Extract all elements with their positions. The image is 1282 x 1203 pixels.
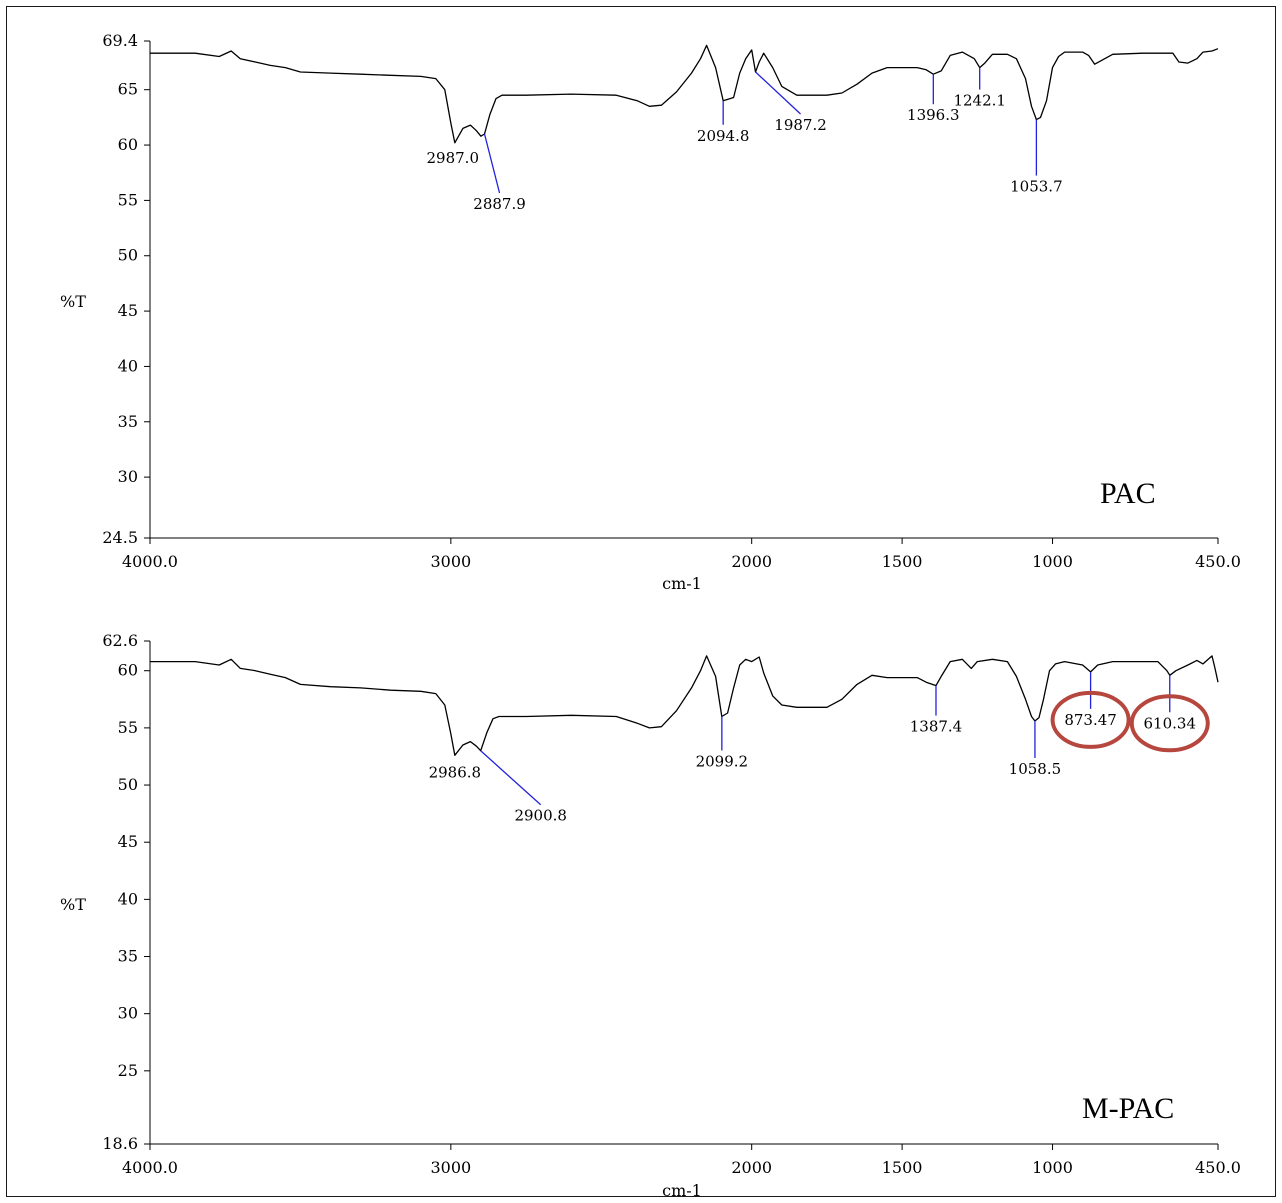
x-axis-title: cm-1 xyxy=(662,1181,702,1200)
y-tick-label: 35 xyxy=(118,412,138,431)
panel-label-m-pac: M-PAC xyxy=(1082,1092,1174,1125)
peak-label: 610.34 xyxy=(1144,714,1197,732)
y-tick-label: 55 xyxy=(118,718,138,737)
y-tick-label: 60 xyxy=(118,661,138,680)
panel-label-pac: PAC xyxy=(1100,477,1156,510)
x-tick-label: 2000 xyxy=(731,1158,772,1177)
peak-marker-line xyxy=(483,133,501,194)
x-tick-label: 1000 xyxy=(1032,1158,1073,1177)
peak-label: 1987.2 xyxy=(774,116,827,134)
y-tick-label: 40 xyxy=(118,889,138,908)
spectrum-line xyxy=(150,655,1219,756)
x-tick-label: 3000 xyxy=(430,1158,471,1177)
peak-marker-line xyxy=(480,750,542,806)
y-axis-title: %T xyxy=(60,895,86,914)
x-tick-label: 4000.0 xyxy=(122,1158,178,1177)
y-tick-label: 45 xyxy=(118,832,138,851)
y-tick-label: 69.4 xyxy=(102,31,138,50)
peak-label: 2900.8 xyxy=(514,807,567,825)
y-tick-label: 30 xyxy=(118,467,138,486)
x-axis-title: cm-1 xyxy=(662,574,702,593)
y-tick-label: 45 xyxy=(118,301,138,320)
peak-label: 1396.3 xyxy=(907,106,960,124)
x-tick-label: 450.0 xyxy=(1195,552,1241,571)
spectrum-line xyxy=(150,44,1219,144)
x-tick-label: 1500 xyxy=(882,552,923,571)
peak-marker-line xyxy=(755,71,801,115)
y-tick-label: 25 xyxy=(118,1061,138,1080)
x-tick-label: 450.0 xyxy=(1195,1158,1241,1177)
peak-label: 2094.8 xyxy=(697,127,750,145)
x-tick-label: 1000 xyxy=(1032,552,1073,571)
y-tick-label: 50 xyxy=(118,246,138,265)
x-tick-label: 3000 xyxy=(430,552,471,571)
peak-label: 1053.7 xyxy=(1010,178,1063,196)
y-tick-label: 65 xyxy=(118,80,138,99)
y-tick-label: 50 xyxy=(118,775,138,794)
peak-label: 873.47 xyxy=(1064,711,1117,729)
peak-label: 2986.8 xyxy=(429,763,482,781)
y-tick-label: 55 xyxy=(118,190,138,209)
peak-label: 1242.1 xyxy=(953,92,1006,110)
highlight-circle xyxy=(1050,690,1131,749)
m-pac-spectrum-panel: M-PAC %T cm-1 62.6 60 55 50 45 40 35 30 25 18.6 40… xyxy=(60,631,1241,1200)
pac-spectrum-panel: PAC %T cm-1 69.4 65 60 55 50 45 40 35 30 24.5 4000… xyxy=(60,31,1241,593)
y-tick-label: 35 xyxy=(118,947,138,966)
highlight-circle xyxy=(1129,694,1210,753)
y-axis-title: %T xyxy=(60,292,86,311)
y-tick-label: 24.5 xyxy=(102,528,138,547)
peak-label: 2987.0 xyxy=(427,149,480,167)
peak-label: 2099.2 xyxy=(696,752,749,770)
y-tick-label: 40 xyxy=(118,356,138,375)
y-tick-label: 60 xyxy=(118,135,138,154)
x-tick-label: 1500 xyxy=(882,1158,923,1177)
y-tick-label: 30 xyxy=(118,1004,138,1023)
y-tick-label: 62.6 xyxy=(102,631,138,650)
x-tick-label: 2000 xyxy=(731,552,772,571)
figure-frame xyxy=(6,6,1276,1197)
peak-label: 2887.9 xyxy=(473,195,526,213)
x-tick-label: 4000.0 xyxy=(122,552,178,571)
peak-label: 1058.5 xyxy=(1009,760,1062,778)
y-tick-label: 18.6 xyxy=(102,1134,138,1153)
peak-label: 1387.4 xyxy=(910,718,963,736)
